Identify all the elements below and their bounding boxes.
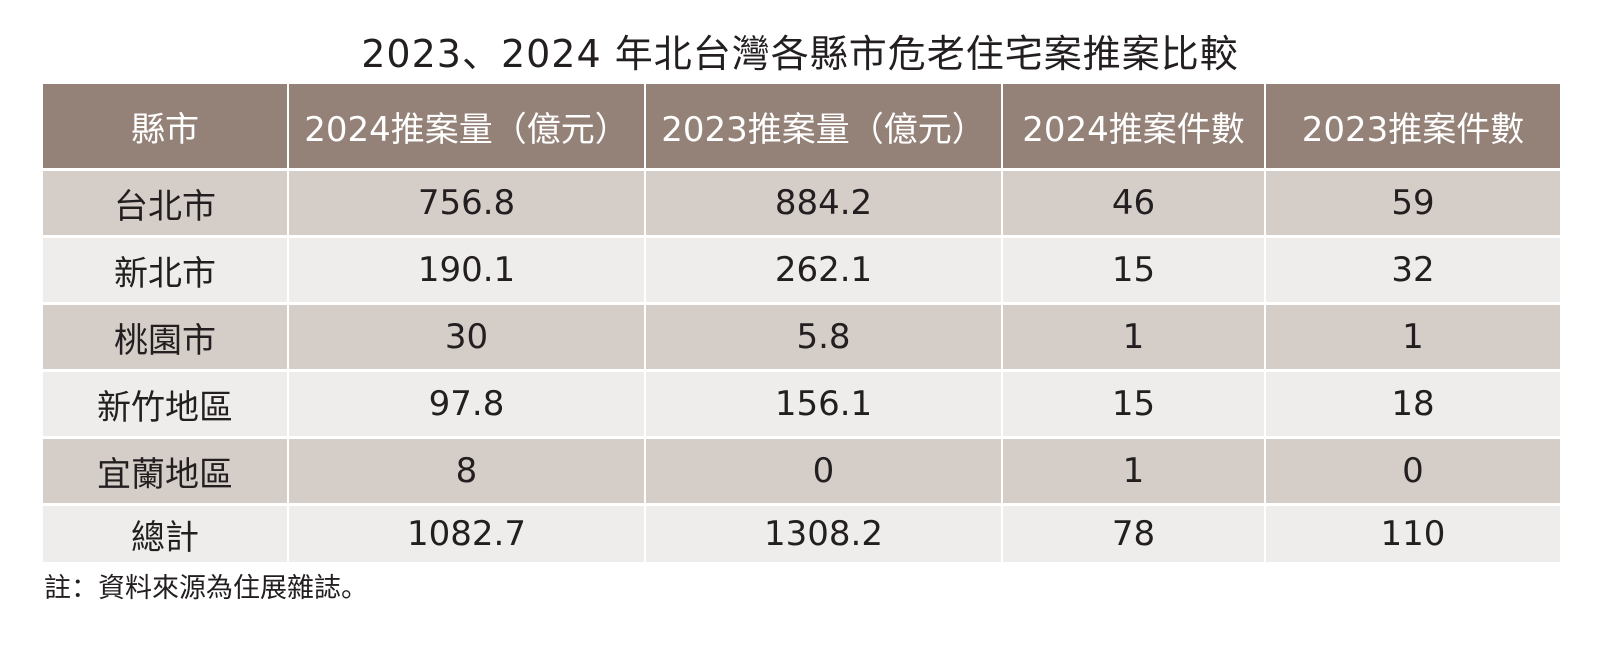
table-row: 新北市 190.1 262.1 15 32 (43, 236, 1560, 305)
table-cell: 15 (1001, 236, 1265, 305)
source-note: 註：資料來源為住展雜誌。 (44, 573, 368, 604)
header-cell-2023-volume: 2023推案量（億元） (644, 84, 1002, 171)
table-cell: 1 (1001, 303, 1265, 372)
table-cell: 156.1 (644, 370, 1002, 439)
table-cell: 0 (1264, 437, 1560, 506)
table-cell: 59 (1264, 169, 1560, 238)
table-cell: 宜蘭地區 (43, 437, 288, 506)
table-cell: 78 (1001, 504, 1265, 562)
table-cell: 新北市 (43, 236, 288, 305)
table-cell: 18 (1264, 370, 1560, 439)
header-cell-2024-volume: 2024推案量（億元） (287, 84, 645, 171)
table-row: 台北市 756.8 884.2 46 59 (43, 169, 1560, 238)
table-cell: 190.1 (287, 236, 645, 305)
table-cell: 884.2 (644, 169, 1002, 238)
table-cell: 新竹地區 (43, 370, 288, 439)
data-table: 縣市 2024推案量（億元） 2023推案量（億元） 2024推案件數 2023… (43, 84, 1560, 562)
table-cell: 1 (1264, 303, 1560, 372)
table-cell: 桃園市 (43, 303, 288, 372)
table-cell: 30 (287, 303, 645, 372)
table-cell: 46 (1001, 169, 1265, 238)
total-row: 總計 1082.7 1308.2 78 110 (43, 504, 1560, 562)
table-cell: 8 (287, 437, 645, 506)
header-cell-2023-count: 2023推案件數 (1264, 84, 1560, 171)
table-cell: 15 (1001, 370, 1265, 439)
table-title: 2023、2024 年北台灣各縣市危老住宅案推案比較 (361, 32, 1239, 76)
table-cell: 1308.2 (644, 504, 1002, 562)
table-cell: 總計 (43, 504, 288, 562)
table-cell: 32 (1264, 236, 1560, 305)
table-cell: 0 (644, 437, 1002, 506)
table-cell: 110 (1264, 504, 1560, 562)
table-cell: 97.8 (287, 370, 645, 439)
table-row: 宜蘭地區 8 0 1 0 (43, 437, 1560, 506)
table-cell: 1 (1001, 437, 1265, 506)
table-cell: 台北市 (43, 169, 288, 238)
header-row: 縣市 2024推案量（億元） 2023推案量（億元） 2024推案件數 2023… (43, 84, 1560, 171)
table-cell: 1082.7 (287, 504, 645, 562)
table-cell: 756.8 (287, 169, 645, 238)
table-cell: 5.8 (644, 303, 1002, 372)
table-row: 桃園市 30 5.8 1 1 (43, 303, 1560, 372)
table-cell: 262.1 (644, 236, 1002, 305)
table-row: 新竹地區 97.8 156.1 15 18 (43, 370, 1560, 439)
header-cell-county: 縣市 (43, 84, 288, 171)
header-cell-2024-count: 2024推案件數 (1001, 84, 1265, 171)
